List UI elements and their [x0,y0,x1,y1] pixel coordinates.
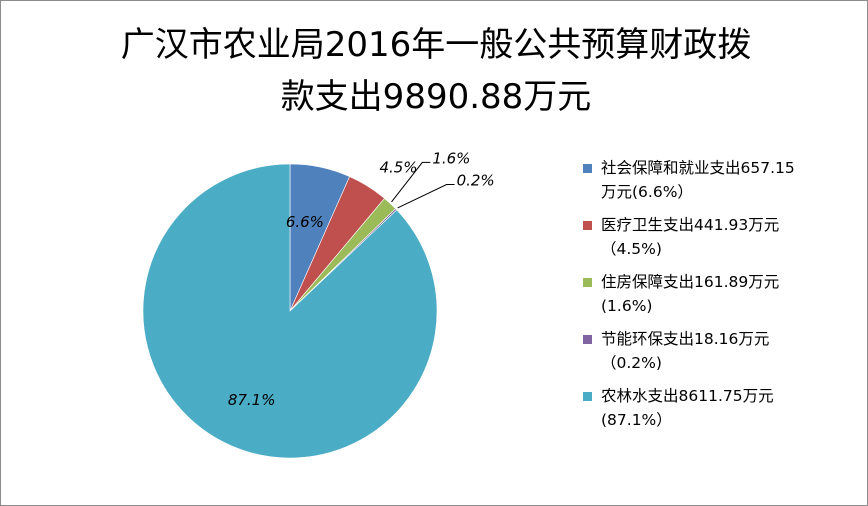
legend-swatch [583,392,592,401]
legend-label-line2: （0.2%) [601,354,662,372]
legend-swatch [583,335,592,344]
legend-label-line2: (87.1%） [601,411,672,429]
legend-label-line2: (1.6%) [601,297,653,315]
pie-slice [142,163,438,459]
legend-swatch [583,164,592,173]
legend-item: 住房保障支出161.89万元 (1.6%) [581,270,866,318]
data-label: 87.1% [228,391,276,409]
legend-item: 医疗卫生支出441.93万元 （4.5%) [581,213,866,261]
legend-label-line2: 万元(6.6%） [601,183,693,201]
data-label: 1.6% [432,149,470,167]
leader-line [397,184,455,209]
chart-title-line1: 广汉市农业局2016年一般公共预算财政拨 [120,25,752,65]
legend-label-line2: （4.5%) [601,240,662,258]
legend-swatch [583,221,592,230]
data-label: 4.5% [379,159,417,177]
legend-item: 节能环保支出18.16万元 （0.2%) [581,327,866,375]
legend-label-line1: 住房保障支出161.89万元 [601,273,780,291]
legend-label-line1: 节能环保支出18.16万元 [601,330,770,348]
leader-line [391,161,431,203]
legend-swatch [583,278,592,287]
chart-title-line2: 款支出9890.88万元 [280,77,592,117]
legend-item: 农林水支出8611.75万元 (87.1%） [581,384,866,432]
legend: 社会保障和就业支出657.15 万元(6.6%） 医疗卫生支出441.93万元 … [581,156,866,441]
chart-title: 广汉市农业局2016年一般公共预算财政拨 款支出9890.88万元 [41,19,831,123]
legend-label-line1: 社会保障和就业支出657.15 [601,159,795,177]
legend-item: 社会保障和就业支出657.15 万元(6.6%） [581,156,866,204]
data-label: 6.6% [286,213,324,231]
data-label: 0.2% [457,172,495,190]
legend-label-line1: 农林水支出8611.75万元 [601,387,774,405]
legend-label-line1: 医疗卫生支出441.93万元 [601,216,780,234]
